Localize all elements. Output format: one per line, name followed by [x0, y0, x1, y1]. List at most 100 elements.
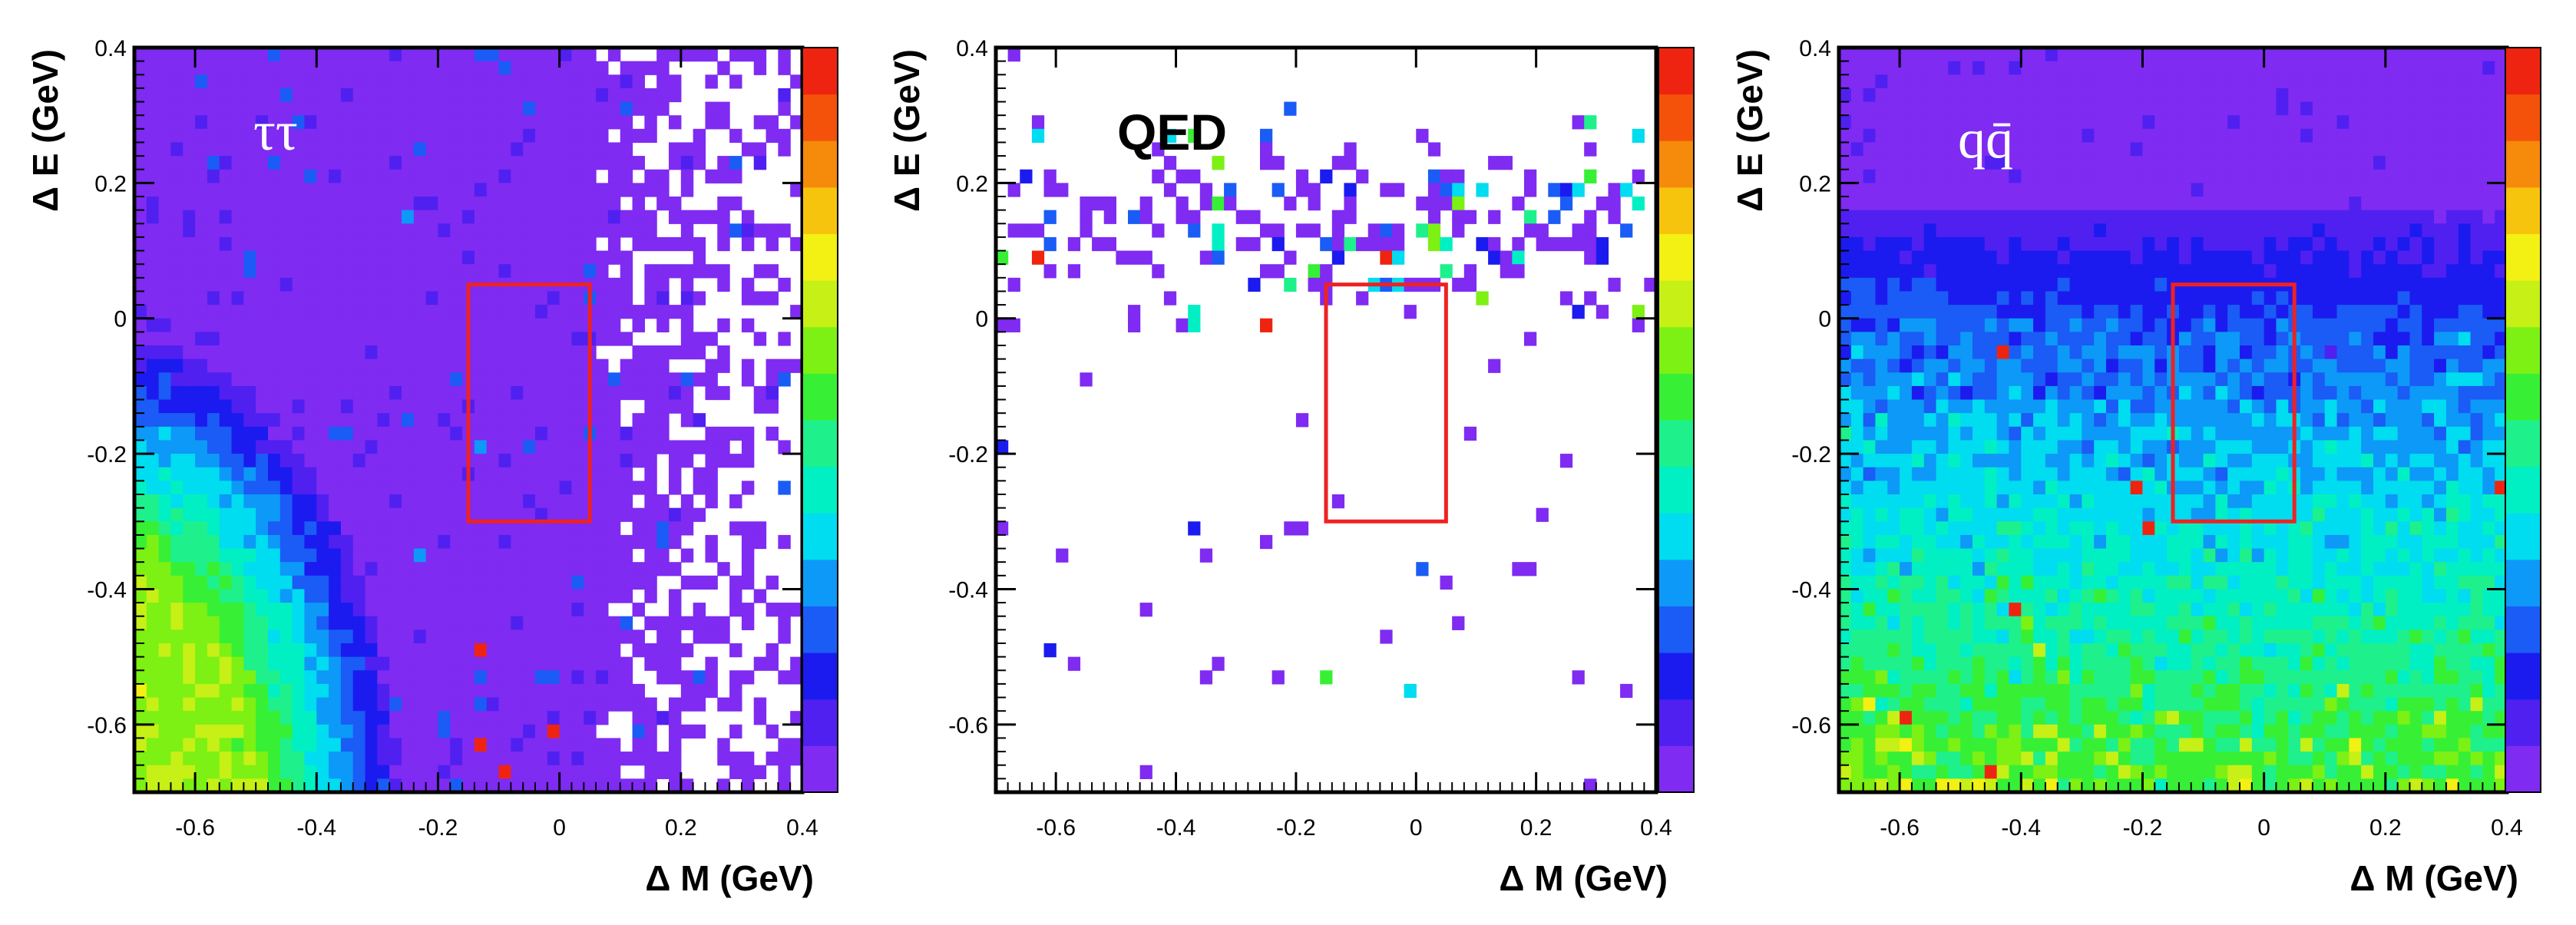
heatmap-cell	[2045, 61, 2058, 75]
heatmap-cell	[1839, 236, 1852, 252]
heatmap-cell	[2178, 197, 2192, 211]
heatmap-cell	[2178, 48, 2192, 62]
heatmap-cell	[329, 724, 342, 739]
heatmap-cell	[2106, 318, 2119, 332]
heatmap-cell	[425, 507, 439, 522]
heatmap-cell	[2142, 74, 2155, 89]
heatmap-cell	[620, 467, 633, 481]
heatmap-cell	[1996, 128, 2010, 144]
heatmap-cell	[1923, 358, 1937, 373]
heatmap-cell	[656, 711, 670, 725]
heatmap-cell	[304, 358, 317, 373]
heatmap-cell	[474, 589, 488, 603]
heatmap-cell	[2118, 345, 2131, 360]
heatmap-cell	[1948, 372, 1961, 387]
heatmap-cell	[1608, 197, 1621, 211]
heatmap-cell	[1308, 264, 1321, 279]
heatmap-cell	[2458, 128, 2472, 144]
heatmap-cell	[584, 128, 597, 144]
heatmap-cell	[2094, 385, 2107, 401]
heatmap-cell	[450, 616, 463, 630]
heatmap-cell	[474, 643, 488, 658]
heatmap-cell	[158, 548, 172, 563]
heatmap-cell	[1850, 345, 1864, 360]
heatmap-cell	[316, 183, 329, 197]
heatmap-cell	[207, 697, 220, 712]
heatmap-cell	[183, 88, 196, 103]
heatmap-cell	[243, 115, 256, 130]
heatmap-cell	[2422, 399, 2435, 414]
heatmap-cell	[1948, 74, 1961, 89]
heatmap-cell	[1984, 358, 1998, 373]
heatmap-cell	[498, 562, 511, 576]
heatmap-cell	[1973, 399, 1986, 414]
heatmap-cell	[1596, 236, 1609, 252]
heatmap-cell	[158, 101, 172, 116]
heatmap-cell	[2154, 481, 2168, 495]
heatmap-cell	[425, 548, 439, 563]
heatmap-cell	[511, 711, 524, 725]
heatmap-cell	[1948, 264, 1961, 279]
heatmap-cell	[486, 426, 500, 441]
heatmap-cell	[680, 277, 694, 292]
heatmap-cell	[571, 521, 584, 536]
heatmap-cell	[340, 548, 354, 563]
heatmap-cell	[2445, 101, 2459, 116]
heatmap-cell	[134, 74, 147, 89]
heatmap-cell	[304, 603, 317, 617]
heatmap-cell	[170, 603, 184, 617]
heatmap-cell	[425, 197, 439, 211]
heatmap-cell	[146, 426, 160, 441]
heatmap-cell	[584, 142, 597, 157]
heatmap-cell	[170, 467, 184, 481]
heatmap-cell	[2482, 88, 2495, 103]
heatmap-cell	[1960, 318, 1973, 332]
heatmap-cell	[2057, 318, 2071, 332]
heatmap-cell	[329, 575, 342, 590]
heatmap-cell	[2106, 74, 2119, 89]
heatmap-cell	[559, 603, 573, 617]
heatmap-cell	[498, 494, 511, 509]
heatmap-cell	[195, 318, 208, 332]
heatmap-cell	[2167, 88, 2180, 103]
heatmap-cell	[146, 115, 160, 130]
heatmap-cell	[292, 494, 306, 509]
heatmap-cell	[474, 74, 488, 89]
heatmap-cell	[1344, 197, 1357, 211]
heatmap-cell	[1996, 277, 2010, 292]
heatmap-cell	[2057, 142, 2071, 157]
heatmap-cell	[2045, 305, 2058, 319]
heatmap-cell	[195, 128, 208, 144]
heatmap-cell	[256, 643, 269, 658]
heatmap-cell	[766, 603, 779, 617]
heatmap-cell	[365, 74, 378, 89]
heatmap-cell	[2373, 250, 2386, 265]
heatmap-cell	[2324, 426, 2338, 441]
heatmap-cell	[2203, 74, 2216, 89]
heatmap-cell	[753, 61, 767, 75]
heatmap-cell	[2033, 48, 2046, 62]
heatmap-cell	[2470, 236, 2483, 252]
heatmap-cell	[2434, 454, 2447, 468]
heatmap-cell	[1863, 236, 1877, 252]
heatmap-cell	[1163, 156, 1177, 170]
heatmap-cell	[2009, 101, 2022, 116]
heatmap-cell	[377, 765, 390, 779]
heatmap-cell	[1596, 250, 1609, 265]
heatmap-cell	[450, 385, 463, 401]
heatmap-cell	[535, 183, 548, 197]
heatmap-cell	[2203, 250, 2216, 265]
heatmap-cell	[2178, 291, 2192, 306]
heatmap-cell	[2154, 264, 2168, 279]
heatmap-cell	[559, 372, 573, 387]
heatmap-cell	[158, 74, 172, 89]
heatmap-cell	[2191, 413, 2204, 428]
heatmap-cell	[1367, 223, 1381, 238]
heatmap-cell	[462, 629, 475, 644]
heatmap-cell	[607, 197, 621, 211]
heatmap-cell	[462, 169, 475, 183]
heatmap-cell	[474, 264, 488, 279]
heatmap-cell	[596, 683, 609, 699]
heatmap-cell	[268, 128, 281, 144]
heatmap-cell	[316, 345, 329, 360]
